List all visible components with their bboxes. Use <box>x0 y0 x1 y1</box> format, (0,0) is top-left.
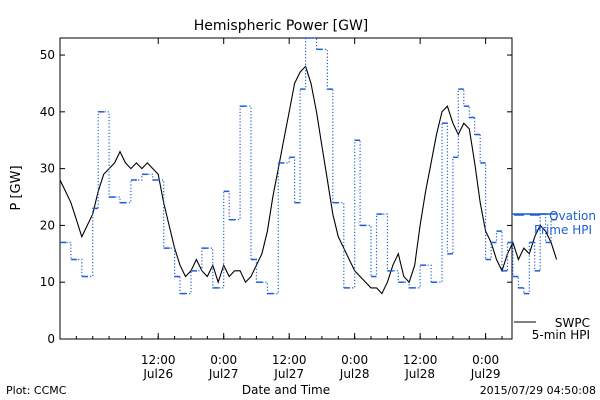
legend-ovation-label-1: Ovation <box>549 209 596 223</box>
x-axis-label: Date and Time <box>242 383 330 397</box>
x-axis: 12:00Jul260:00Jul2712:00Jul270:00Jul2812… <box>59 38 503 381</box>
x-tick-date-label: Jul28 <box>339 367 370 381</box>
series-swpc-5min-hpi <box>59 65 558 295</box>
y-tick-label: 20 <box>40 218 55 232</box>
x-tick-date-label: Jul27 <box>273 367 304 381</box>
x-tick-time-label: 12:00 <box>141 353 176 367</box>
x-tick-date-label: Jul27 <box>208 367 239 381</box>
y-tick-label: 40 <box>40 105 55 119</box>
y-axis: 0 10 20 30 40 50 <box>40 48 512 346</box>
chart-title: Hemispheric Power [GW] <box>194 18 369 34</box>
x-tick-time-label: 0:00 <box>472 353 499 367</box>
series-layer <box>59 37 558 295</box>
footer-timestamp: 2015/07/29 04:50:08 <box>480 384 596 397</box>
y-tick-label: 30 <box>40 162 55 176</box>
plot-frame <box>59 37 513 340</box>
y-tick-label: 0 <box>47 332 55 346</box>
x-tick-time-label: 0:00 <box>341 353 368 367</box>
legend-swpc-label-1: SWPC <box>555 316 590 330</box>
x-tick-date-label: Jul28 <box>404 367 435 381</box>
x-tick-time-label: 12:00 <box>272 353 307 367</box>
x-tick-date-label: Jul26 <box>142 367 173 381</box>
x-tick-time-label: 0:00 <box>210 353 237 367</box>
y-tick-label: 50 <box>40 48 55 62</box>
x-tick-time-label: 12:00 <box>403 353 438 367</box>
footer-credit: Plot: CCMC <box>6 384 67 397</box>
y-axis-label: P [GW] <box>9 165 24 210</box>
legend: Ovation Prime HPI SWPC 5-min HPI <box>514 209 596 342</box>
x-tick-date-label: Jul29 <box>470 367 501 381</box>
y-tick-label: 10 <box>40 275 55 289</box>
legend-ovation-label-2: Prime HPI <box>534 223 592 237</box>
legend-swpc-label-2: 5-min HPI <box>532 328 590 342</box>
